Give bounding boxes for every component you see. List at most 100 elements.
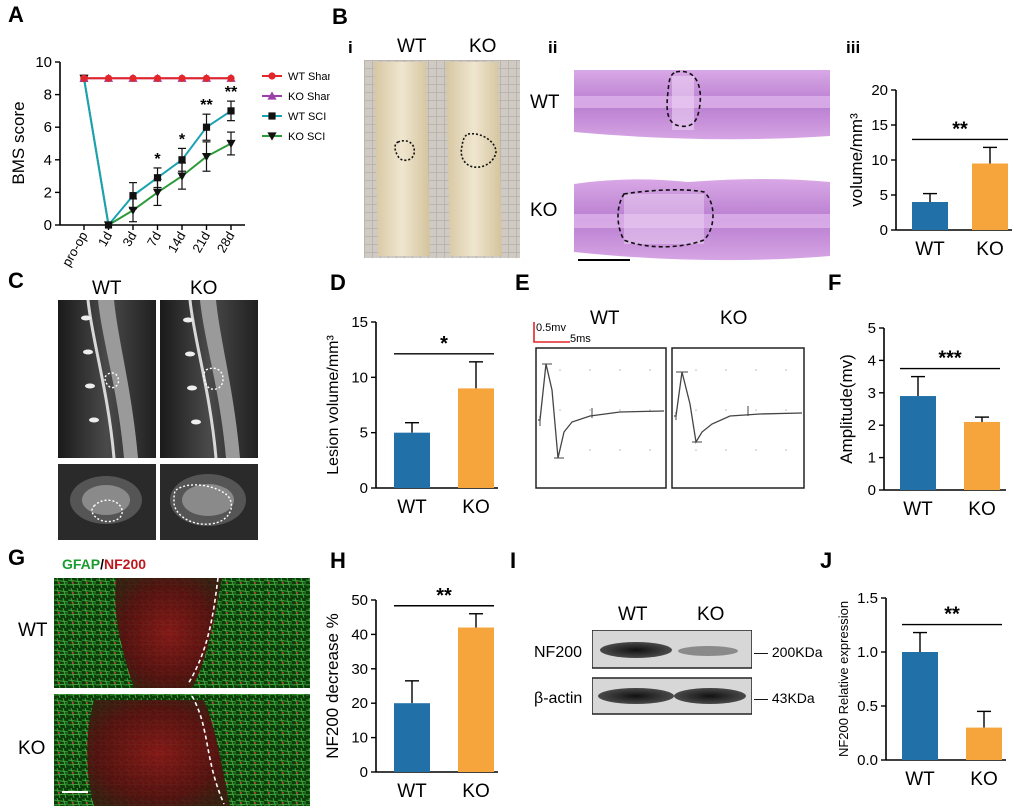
panel-letter-f: F	[828, 270, 842, 295]
emg-ko-trace	[674, 371, 803, 444]
bar-ko	[458, 388, 494, 488]
y-tick-label: 0	[360, 764, 368, 781]
emg-ko-frame	[671, 347, 805, 489]
wt-lesion-outline	[394, 139, 416, 162]
emg-wt-frame	[535, 347, 667, 489]
data-point	[227, 107, 235, 115]
y-tick-label: 0	[360, 480, 368, 497]
y-tick-label: 30	[351, 661, 368, 678]
gfap-label: GFAP	[62, 556, 101, 572]
x-tick-label: 1d	[95, 229, 115, 249]
y-tick-label: 6	[44, 119, 52, 136]
y-tick-label: 1.0	[857, 644, 878, 661]
x-tick-label: KO	[462, 781, 489, 802]
y-tick-label: 50	[351, 592, 368, 609]
sig-label: **	[225, 84, 238, 101]
data-point	[153, 174, 162, 182]
i-ko-label: KO	[697, 604, 725, 625]
data-point	[201, 152, 212, 162]
data-point	[178, 74, 186, 82]
data-point	[104, 74, 113, 82]
y-tick-label: 0	[868, 482, 876, 499]
data-point	[226, 139, 236, 149]
y-tick-label: 2	[44, 184, 52, 201]
e-ko-label: KO	[720, 308, 748, 329]
data-point	[129, 192, 137, 200]
y-tick-label: 10	[35, 54, 52, 71]
x-tick-label: KO	[462, 497, 489, 518]
he-ko-lesion-outline	[617, 189, 714, 248]
y-tick-label: 0.5	[857, 698, 878, 715]
sig-label: *	[154, 151, 161, 168]
he-sections	[574, 70, 830, 261]
x-tick-label: 21d	[189, 229, 213, 255]
panel-letter-g: G	[8, 545, 26, 570]
panel-letter-j: J	[820, 548, 833, 573]
x-tick-label: KO	[968, 499, 995, 520]
b-ii-ko-label: KO	[530, 200, 558, 221]
mri-images	[58, 300, 258, 540]
mri-ko-lesion-outline	[203, 367, 224, 390]
i-wt-label: WT	[618, 604, 648, 625]
mri-wt-lesion-outline	[104, 372, 120, 389]
x-tick-label: 28d	[214, 229, 238, 255]
y-tick-label: 1	[868, 450, 876, 467]
if-ko-border	[191, 695, 225, 805]
data-point	[152, 188, 163, 197]
legend-label: WT SCI	[288, 111, 326, 123]
y-tick-label: 0	[44, 217, 52, 234]
y-tick-label: 2	[868, 417, 876, 434]
y-tick-label: 1.5	[857, 590, 878, 607]
legend-marker	[267, 132, 277, 141]
x-tick-label: WT	[905, 769, 935, 790]
nf200-label: NF200	[104, 556, 147, 572]
sig-label: **	[952, 118, 968, 140]
y-tick-label: 5	[868, 320, 876, 337]
lesion-volume-bar-chart: 0 5 10 15 Lesion volume/mm³ WT KO *	[325, 314, 498, 518]
b-iii-label: iii	[846, 38, 861, 57]
x-tick-label: 3d	[119, 229, 139, 249]
data-point	[129, 74, 137, 82]
bar-wt	[902, 652, 938, 760]
bar-ko	[458, 627, 494, 772]
bar-ko	[966, 727, 1002, 760]
legend-marker	[268, 72, 276, 80]
b-wt-label: WT	[397, 36, 427, 57]
bar-ko	[964, 421, 1000, 490]
b-ii-label: ii	[548, 38, 558, 57]
bar-wt	[394, 703, 430, 772]
y-axis-label: Lesion volume/mm³	[325, 335, 342, 475]
data-point	[178, 156, 186, 164]
x-tick-label: 7d	[144, 229, 164, 249]
y-tick-label: 15	[871, 117, 888, 134]
emg-time-scale-label: 5ms	[570, 333, 591, 345]
g-ko-label: KO	[18, 738, 46, 759]
b-ko-label: KO	[469, 36, 497, 57]
x-tick-label: pro-op	[59, 229, 91, 269]
emg-traces	[533, 322, 805, 489]
y-tick-label: 5	[880, 187, 888, 204]
panel-letter-e: E	[515, 270, 530, 295]
sig-label: **	[436, 585, 452, 607]
if-images	[54, 578, 310, 806]
data-point	[104, 221, 113, 229]
y-tick-label: 4	[44, 152, 52, 169]
stain-slash: /	[100, 556, 105, 572]
x-tick-label: WT	[915, 239, 945, 260]
x-tick-label: KO	[970, 769, 997, 790]
e-wt-label: WT	[590, 308, 620, 329]
wb-200kda-label: — 200KDa	[754, 644, 823, 660]
y-tick-label: 10	[351, 730, 368, 747]
wb-43kda-label: — 43KDa	[754, 690, 815, 706]
emg-wt-trace	[538, 363, 665, 459]
y-tick-label: 5	[360, 425, 368, 442]
y-tick-label: 15	[351, 314, 368, 331]
western-blot	[592, 630, 752, 715]
panel-letter-a: A	[8, 2, 24, 27]
y-tick-label: 0.0	[857, 752, 878, 769]
amplitude-bar-chart: 0 1 2 3 4 5 Amplitude(mv) WT KO ***	[837, 320, 1006, 520]
data-point	[80, 74, 88, 82]
y-tick-label: 40	[351, 626, 368, 643]
y-tick-label: 8	[44, 87, 52, 104]
x-tick-label: WT	[397, 497, 427, 518]
